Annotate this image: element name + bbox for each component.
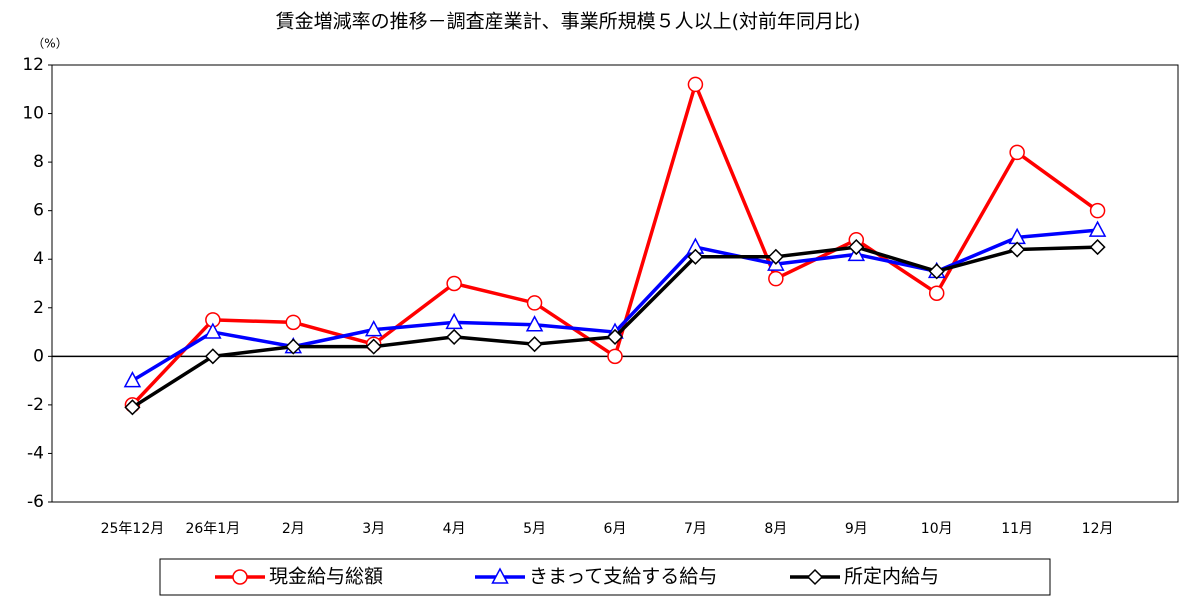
y-tick-label: 8 (33, 152, 44, 172)
y-tick-label: -2 (27, 395, 44, 415)
x-tick-label: 4月 (443, 521, 466, 537)
data-point (365, 338, 382, 355)
data-point (204, 348, 221, 365)
y-tick-label: 0 (33, 346, 44, 366)
data-point (687, 248, 704, 265)
x-tick-label: 2月 (282, 521, 305, 537)
x-tick-label: 26年1月 (185, 521, 240, 537)
y-tick-label: 6 (33, 201, 44, 221)
legend-marker (491, 567, 509, 584)
data-point (445, 312, 463, 330)
x-tick-label: 9月 (845, 521, 868, 537)
legend-label: きまって支給する給与 (529, 566, 717, 588)
y-axis-label: （%） (32, 37, 67, 51)
x-tick-label: 7月 (684, 521, 707, 537)
y-tick-label: 10 (22, 104, 44, 124)
data-point (928, 285, 945, 301)
x-tick-label: 6月 (604, 521, 627, 537)
legend-box (159, 558, 1051, 596)
data-point (526, 336, 543, 353)
data-point (687, 76, 704, 93)
data-point (607, 348, 623, 365)
legend-marker (806, 568, 824, 586)
y-tick-label: -4 (27, 443, 44, 463)
data-point (848, 239, 865, 256)
y-tick-label: 12 (22, 55, 44, 75)
legend-label: 現金給与総額 (269, 566, 383, 588)
data-point (364, 320, 383, 337)
x-tick-label: 3月 (362, 521, 385, 537)
x-tick-label: 11月 (1001, 521, 1033, 537)
plot-area (51, 64, 1179, 503)
data-point (1089, 239, 1106, 256)
y-tick-label: 4 (33, 249, 44, 269)
data-point (123, 371, 142, 388)
legend-marker (232, 569, 248, 585)
x-tick-label: 12月 (1082, 521, 1114, 537)
x-tick-label: 5月 (523, 521, 546, 537)
data-point (526, 295, 543, 311)
data-point (1089, 202, 1106, 219)
data-point (928, 263, 945, 280)
data-point (1009, 241, 1026, 258)
data-point (525, 315, 544, 332)
x-tick-label: 8月 (764, 521, 787, 537)
data-point (204, 322, 222, 339)
y-tick-label: 2 (33, 298, 44, 318)
data-point (285, 338, 302, 355)
data-point (768, 270, 784, 287)
data-point (1009, 144, 1025, 161)
data-point (446, 328, 463, 345)
data-point (767, 248, 784, 265)
x-tick-label: 25年12月 (101, 521, 165, 537)
data-point (1088, 220, 1107, 237)
data-point (606, 328, 624, 345)
x-tick-label: 10月 (921, 521, 953, 537)
data-point (124, 399, 141, 416)
y-tick-label: -6 (27, 492, 44, 512)
legend-label: 所定内給与 (844, 566, 939, 588)
data-point (446, 275, 462, 292)
chart-title: 賃金増減率の推移－調査産業計、事業所規模５人以上(対前年同月比) (276, 11, 861, 33)
data-point (285, 314, 302, 331)
